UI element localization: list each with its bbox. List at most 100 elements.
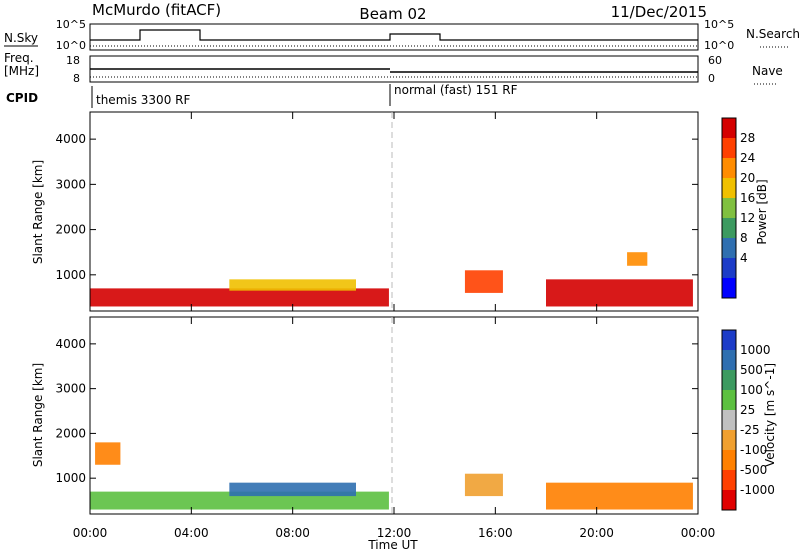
- power-colorbar-swatch-0: [722, 118, 736, 138]
- power-data: [90, 252, 693, 307]
- cpid-segment-2: normal (fast) 151 RF: [394, 83, 518, 97]
- power-region-2: [464, 270, 503, 293]
- velocity-data: [90, 442, 693, 510]
- time-tick-label-2: 08:00: [275, 526, 310, 540]
- nave-tick-bottom: 0: [708, 72, 715, 85]
- velocity-region-3: [546, 482, 693, 510]
- velocity-colorbar-swatch-2: [722, 370, 736, 390]
- time-axis-labels: 00:00 04:00 08:00 12:00 16:00 20:00 00:00: [73, 526, 716, 540]
- velocity-colorbar-tick-0: 1000: [740, 343, 771, 357]
- time-tick-label-3: 12:00: [377, 526, 412, 540]
- time-axis-title: Time UT: [367, 538, 418, 552]
- velocity-colorbar-swatch-5: [722, 430, 736, 450]
- velocity-x-ticks: [89, 317, 699, 514]
- velocity-colorbar-swatch-6: [722, 450, 736, 470]
- nave-label: Nave: [752, 64, 783, 78]
- nsky-tick-top: 10^5: [56, 18, 86, 31]
- power-colorbar-swatch-7: [722, 258, 736, 278]
- velocity-ytick-label-1: 2000: [55, 426, 86, 440]
- power-ytick-label-0: 1000: [55, 268, 86, 282]
- velocity-colorbar-tick-5: -100: [740, 443, 767, 457]
- velocity-region-2: [464, 473, 503, 497]
- velocity-region-4: [95, 442, 121, 465]
- time-tick-label-4: 16:00: [478, 526, 513, 540]
- nsky-frame: [89, 23, 699, 51]
- freq-trace: [90, 68, 698, 78]
- nsky-trace: [90, 29, 698, 47]
- power-colorbar-swatch-4: [722, 198, 736, 218]
- nsearch-label: N.Search: [746, 27, 800, 41]
- power-colorbar-swatch-8: [722, 278, 736, 298]
- date-title: 11/Dec/2015: [611, 3, 707, 21]
- power-colorbar: 28 24 20 16 12 8 4: [721, 117, 755, 299]
- power-colorbar-tick-3: 16: [740, 191, 755, 205]
- velocity-colorbar-swatch-3: [722, 390, 736, 410]
- velocity-ytick-label-0: 1000: [55, 471, 86, 485]
- power-colorbar-tick-5: 8: [740, 231, 748, 245]
- velocity-colorbar-label: Velocity [m s^-1]: [763, 363, 777, 467]
- velocity-colorbar-tick-4: -25: [740, 423, 760, 437]
- time-tick-label-6: 00:00: [681, 526, 716, 540]
- freq-label: Freq.: [4, 51, 34, 65]
- velocity-colorbar-swatch-0: [722, 330, 736, 350]
- nsearch-tick-bottom: 10^0: [704, 39, 734, 52]
- nsky-strip: [89, 23, 699, 51]
- velocity-y-ticks: 1000 2000 3000 4000: [55, 337, 698, 485]
- velocity-colorbar-frame: [721, 329, 737, 511]
- velocity-colorbar-swatch-7: [722, 470, 736, 490]
- power-colorbar-frame: [721, 117, 737, 299]
- nsky-tick-bottom: 10^0: [56, 39, 86, 52]
- power-region-3: [546, 279, 693, 307]
- freq-tick-bottom: 8: [73, 72, 80, 85]
- cpid-segment-1: themis 3300 RF: [96, 93, 190, 107]
- velocity-colorbar-swatch-1: [722, 350, 736, 370]
- power-y-ticks: 1000 2000 3000 4000: [55, 132, 698, 282]
- power-colorbar-tick-0: 28: [740, 131, 755, 145]
- power-y-label: Slant Range [km]: [31, 160, 45, 264]
- power-region-4: [627, 252, 648, 266]
- power-colorbar-tick-2: 20: [740, 171, 755, 185]
- power-colorbar-swatch-1: [722, 138, 736, 158]
- power-ytick-label-1: 2000: [55, 223, 86, 237]
- power-x-ticks: [89, 112, 699, 311]
- nave-tick-top: 60: [708, 54, 722, 67]
- velocity-colorbar-swatch-8: [722, 490, 736, 510]
- power-colorbar-swatch-6: [722, 238, 736, 258]
- velocity-region-1: [229, 482, 356, 497]
- time-tick-label-1: 04:00: [174, 526, 209, 540]
- velocity-colorbar: 1000 500 100 25 -25 -100 -500 -1000: [721, 329, 775, 511]
- velocity-colorbar-swatch-4: [722, 410, 736, 430]
- power-panel: 1000 2000 3000 4000: [55, 111, 699, 312]
- velocity-colorbar-tick-1: 500: [740, 363, 763, 377]
- station-title: McMurdo (fitACF): [92, 1, 221, 19]
- nsearch-tick-top: 10^5: [704, 18, 734, 31]
- power-colorbar-swatch-3: [722, 178, 736, 198]
- power-colorbar-tick-6: 4: [740, 251, 748, 265]
- freq-tick-top: 18: [66, 54, 80, 67]
- velocity-colorbar-tick-3: 25: [740, 403, 755, 417]
- power-ytick-label-2: 3000: [55, 177, 86, 191]
- time-tick-label-5: 20:00: [579, 526, 614, 540]
- nsky-count-line: [90, 29, 698, 41]
- beam-title: Beam 02: [359, 5, 426, 23]
- cpid-label: CPID: [6, 91, 38, 105]
- velocity-colorbar-tick-2: 100: [740, 383, 763, 397]
- velocity-ytick-label-3: 4000: [55, 337, 86, 351]
- power-region-0: [90, 288, 389, 307]
- power-colorbar-label: Power [dB]: [755, 179, 769, 244]
- velocity-ytick-label-2: 3000: [55, 382, 86, 396]
- freq-unit: [MHz]: [4, 64, 39, 78]
- freq-strip: [89, 55, 699, 83]
- nsky-label: N.Sky: [4, 31, 38, 45]
- velocity-colorbar-tick-6: -500: [740, 463, 767, 477]
- velocity-panel: 1000 2000 3000 4000: [55, 316, 699, 515]
- power-colorbar-tick-4: 12: [740, 211, 755, 225]
- power-ytick-label-3: 4000: [55, 132, 86, 146]
- velocity-y-label: Slant Range [km]: [31, 363, 45, 467]
- power-colorbar-tick-1: 24: [740, 151, 755, 165]
- time-tick-label-0: 00:00: [73, 526, 108, 540]
- power-colorbar-swatch-2: [722, 158, 736, 178]
- power-colorbar-swatch-5: [722, 218, 736, 238]
- power-region-1: [229, 279, 356, 291]
